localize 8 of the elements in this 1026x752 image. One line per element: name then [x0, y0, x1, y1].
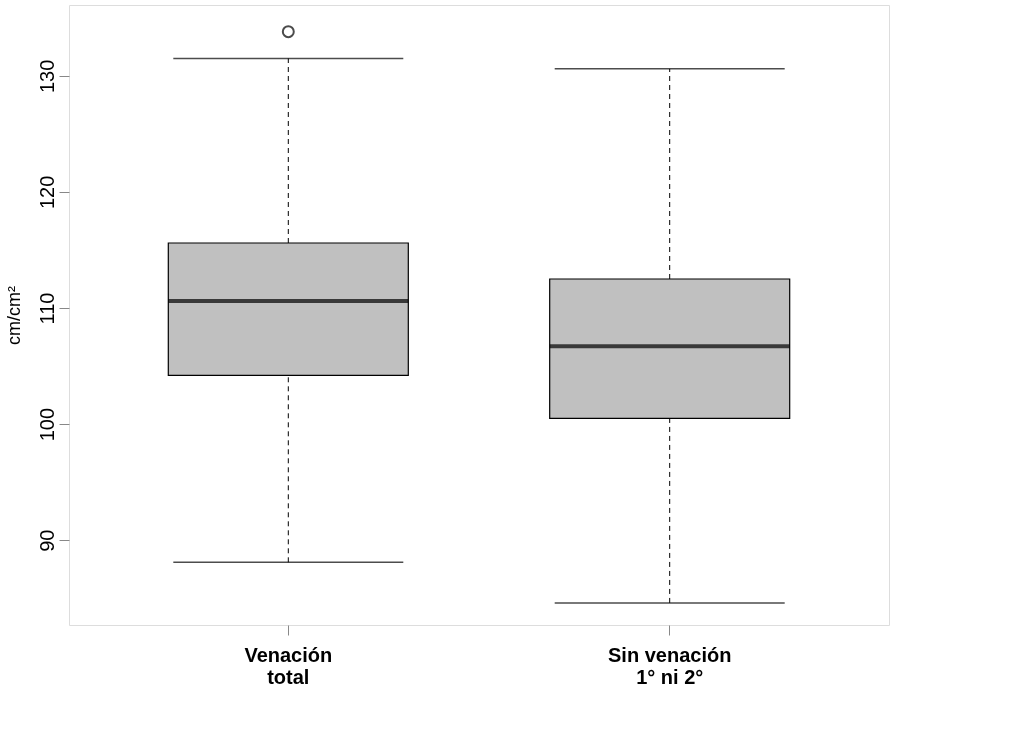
y-axis-title: cm/cm² [3, 286, 24, 345]
x-tick-label: Sin venación 1° ni 2° [608, 643, 732, 688]
y-tick-label: 120 [35, 175, 58, 210]
y-tick-label: 90 [35, 529, 58, 552]
x-tick-label: Venación total [244, 643, 333, 688]
y-tick-label: 130 [35, 59, 58, 94]
y-tick-label: 100 [35, 407, 58, 442]
y-tick-label: 110 [35, 292, 58, 325]
